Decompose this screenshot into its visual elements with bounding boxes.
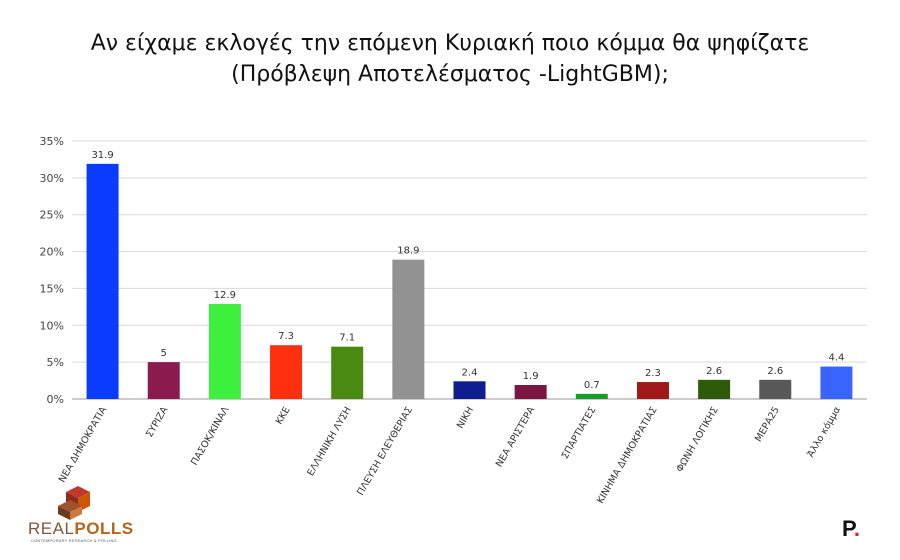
bar — [820, 366, 853, 399]
data-label: 2.6 — [767, 366, 783, 377]
realpolls-wordmark: REALPOLLS — [28, 519, 134, 538]
y-tick-label: 0% — [47, 393, 64, 406]
data-label: 7.1 — [339, 333, 355, 344]
x-tick-label: ΕΛΛΗΝΙΚΗ ΛΥΣΗ — [305, 405, 353, 478]
data-label: 18.9 — [397, 246, 419, 257]
x-tick-label: ΝΙΚΗ — [455, 405, 476, 431]
chart-title: Αν είχαμε εκλογές την επόμενη Κυριακή πο… — [0, 28, 900, 90]
data-label: 5 — [161, 348, 167, 359]
data-label: 31.9 — [91, 150, 113, 161]
data-label: 0.7 — [584, 380, 600, 391]
bar — [392, 259, 425, 399]
x-tick-label: ΝΕΑ ΔΗΜΟΚΡΑΤΙΑ — [57, 405, 110, 485]
data-label: 1.9 — [523, 371, 539, 382]
y-tick-label: 5% — [47, 356, 64, 369]
realpolls-logo-icon — [58, 486, 90, 520]
y-tick-label: 35% — [40, 135, 64, 148]
x-tick-label: ΚΚΕ — [274, 405, 293, 426]
data-label: 2.6 — [706, 366, 722, 377]
data-label: 12.9 — [214, 290, 236, 301]
bar — [453, 381, 486, 399]
data-label: 2.4 — [462, 367, 478, 378]
data-label: 4.4 — [828, 353, 844, 364]
y-tick-label: 10% — [40, 319, 64, 332]
bar — [759, 379, 792, 399]
data-label: 2.3 — [645, 368, 661, 379]
x-tick-label: ΝΕΑ ΑΡΙΣΤΕΡΑ — [494, 405, 538, 470]
x-tick-label: ΣΠΑΡΤΙΑΤΕΣ — [560, 405, 599, 461]
bar — [698, 379, 731, 399]
bar — [208, 303, 241, 399]
x-tick-label: Άλλο κόμμα — [805, 405, 843, 459]
bar — [636, 382, 669, 399]
y-tick-label: 25% — [40, 209, 64, 222]
y-tick-label: 15% — [40, 282, 64, 295]
bar — [514, 384, 547, 399]
publisher-logo: P. — [842, 516, 860, 541]
x-tick-label: ΠΑΣΟΚ/ΚΙΝΑΛ — [189, 405, 232, 468]
realpolls-tagline: CONTEMPORARY RESEARCH & POLLING — [31, 538, 117, 543]
bar — [575, 393, 608, 399]
bar — [270, 345, 303, 399]
chart-title-line-1: Αν είχαμε εκλογές την επόμενη Κυριακή πο… — [90, 31, 810, 56]
x-tick-label: ΚΙΝΗΜΑ ΔΗΜΟΚΡΑΤΙΑΣ — [595, 405, 659, 506]
bar — [86, 163, 119, 399]
x-tick-label: ΦΩΝΗ ΛΟΓΙΚΗΣ — [674, 405, 720, 474]
x-tick-label: ΠΛΕΥΣΗ ΕΛΕΥΘΕΡΙΑΣ — [355, 405, 415, 497]
x-tick-label: ΜΕΡΑ25 — [753, 405, 782, 444]
bar — [331, 346, 364, 399]
chart-title-line-2: (Πρόβλεψη Αποτελέσματος -LightGBM); — [231, 62, 669, 87]
bar — [147, 362, 180, 399]
data-label: 7.3 — [278, 331, 294, 342]
y-tick-label: 30% — [40, 172, 64, 185]
x-tick-label: ΣΥΡΙΖΑ — [144, 405, 170, 440]
y-tick-label: 20% — [40, 246, 64, 259]
